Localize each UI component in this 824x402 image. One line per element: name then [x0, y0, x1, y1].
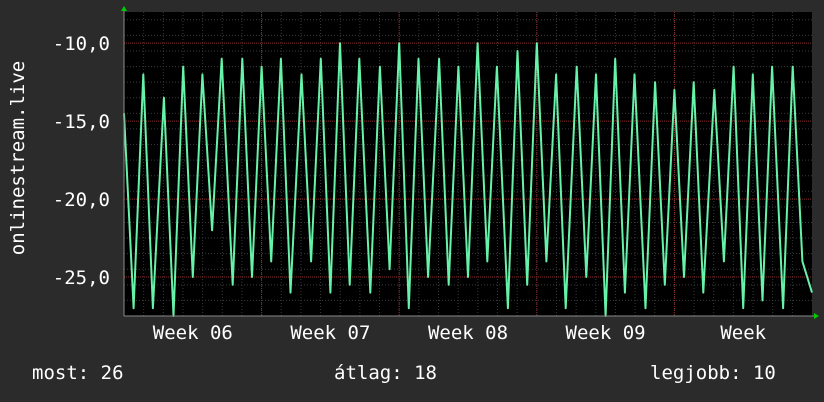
x-tick-label: Week 07	[290, 322, 370, 344]
y-tick-label: -20,0	[53, 189, 110, 211]
x-tick-label: Week 09	[566, 322, 646, 344]
x-tick-label: Week 08	[428, 322, 508, 344]
current-value: most: 26	[32, 362, 124, 384]
average-value: átlag: 18	[334, 362, 437, 384]
stats-footer: most: 26 átlag: 18 legjobb: 10	[0, 362, 824, 390]
y-tick-label: -10,0	[53, 33, 110, 55]
x-axis-arrow	[814, 313, 819, 319]
x-tick-label: Week 06	[153, 322, 233, 344]
series-line	[123, 42, 813, 317]
line-chart: -10,0 -15,0 -20,0 -25,0 Week 06 Week 07 Week 0…	[53, 6, 819, 344]
y-axis-arrow	[121, 6, 127, 11]
y-tick-label: -15,0	[53, 111, 110, 133]
y-axis-label-container: onlinestream.live	[4, 0, 32, 316]
y-tick-label: -25,0	[53, 267, 110, 289]
x-tick-label: Week	[720, 322, 766, 344]
best-value: legjobb: 10	[650, 362, 776, 384]
y-axis-label: onlinestream.live	[7, 60, 29, 256]
